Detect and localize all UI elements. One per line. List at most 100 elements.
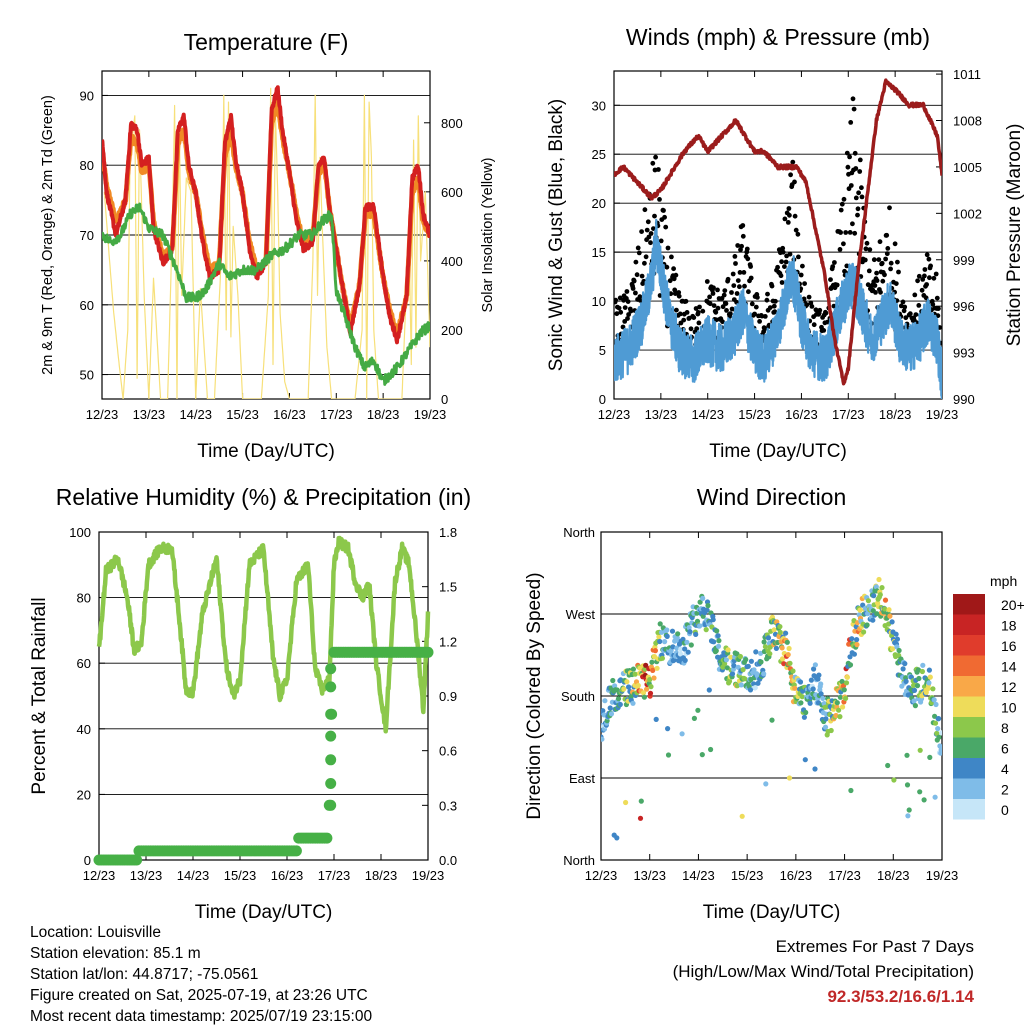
gust-point [665, 245, 671, 251]
colorbar-label: 14 [1001, 659, 1017, 675]
direction-point [742, 676, 748, 682]
gust-point [765, 291, 770, 297]
gust-point [871, 257, 877, 263]
gust-point [883, 256, 888, 262]
gust-point [884, 251, 890, 257]
gust-point [772, 309, 778, 315]
y-tick-label: North [563, 525, 595, 540]
direction-point [914, 683, 921, 689]
colorbar-label: 10 [1001, 700, 1017, 716]
direction-point [854, 642, 860, 648]
direction-point [679, 731, 685, 737]
gust-point [821, 328, 827, 333]
gust-point [646, 234, 652, 240]
y-tick-label: 0 [84, 853, 91, 868]
direction-point [657, 621, 663, 627]
x-tick-label: 12/23 [83, 868, 116, 883]
panel-4: Wind Direction 12/23 13/23 14/23 15/23 16/23 1… [524, 484, 1024, 923]
precip-point [290, 845, 302, 857]
direction-point [797, 679, 804, 685]
gust-point [671, 266, 676, 272]
x-tick-label: 15/23 [738, 407, 771, 422]
direction-point [886, 607, 892, 613]
direction-point [647, 677, 653, 683]
x-tick-label: 17/23 [320, 407, 353, 422]
y-tick-label: 70 [80, 228, 94, 243]
colorbar-label: 2 [1001, 782, 1009, 798]
gust-point [882, 272, 887, 278]
y-tick-label-right: 999 [953, 253, 975, 268]
gust-point [847, 154, 852, 160]
gust-point [844, 263, 850, 269]
gust-point [828, 277, 833, 282]
panel-2: Winds (mph) & Pressure (mb) 12/23 13/23 14/… [546, 24, 1024, 462]
gust-point [713, 309, 719, 315]
direction-point [926, 667, 933, 673]
gust-point [639, 273, 645, 279]
y-tick-label: 80 [80, 158, 94, 173]
direction-point [885, 762, 891, 769]
station-info: Location: Louisville Station elevation: … [30, 922, 372, 1027]
colorbar-label: 12 [1001, 679, 1017, 695]
direction-point [710, 617, 716, 623]
direction-point [877, 592, 883, 598]
gust-point [767, 305, 773, 310]
y-tick-label: 20 [592, 196, 606, 211]
direction-point [747, 687, 754, 693]
direction-point [648, 684, 654, 690]
gust-point [746, 289, 751, 295]
gust-point [847, 230, 853, 235]
direction-point [820, 695, 826, 702]
direction-point [658, 629, 665, 635]
gust-point [796, 254, 801, 260]
direction-point [713, 648, 719, 654]
direction-point [729, 671, 736, 677]
precip-point [325, 754, 337, 766]
y-tick-label-right: 0.9 [439, 689, 457, 704]
gust-point [707, 301, 713, 307]
direction-point [743, 657, 749, 663]
direction-point [684, 639, 690, 645]
gust-point [903, 315, 909, 321]
gust-point [648, 240, 653, 246]
gust-point [922, 273, 927, 279]
gust-point [853, 166, 859, 171]
gust-point [852, 230, 858, 236]
gust-point [622, 305, 628, 310]
gust-point [710, 291, 716, 296]
direction-point [626, 684, 632, 690]
y-tick-label: 60 [80, 298, 94, 313]
direction-point [904, 752, 910, 758]
direction-point [697, 623, 703, 629]
gust-point [645, 219, 651, 225]
gust-point [614, 297, 619, 303]
gust-point [838, 230, 843, 235]
gust-point [887, 205, 892, 211]
direction-point [728, 654, 734, 660]
direction-point [722, 661, 728, 667]
gust-point [700, 308, 706, 314]
precip-point [325, 730, 337, 742]
direction-point [644, 686, 650, 692]
direction-point [734, 683, 741, 689]
direction-point [861, 629, 867, 635]
precip-point [325, 708, 337, 720]
gust-point [782, 216, 788, 222]
x-tick-label: 15/23 [224, 868, 257, 883]
gust-point [809, 304, 815, 309]
x-tick-label: 16/23 [780, 868, 813, 883]
gust-point [867, 247, 873, 253]
y-tick-label-right: 1008 [953, 114, 982, 129]
gust-point [892, 241, 898, 247]
direction-point [652, 648, 659, 654]
series-temp-2m [102, 85, 430, 345]
direction-point [930, 686, 936, 692]
y-tick-label: 0 [599, 392, 606, 407]
y-tick-label: 50 [80, 368, 94, 383]
gust-point [650, 160, 656, 166]
direction-point [630, 700, 636, 706]
x-tick-label: 15/23 [226, 407, 259, 422]
gust-point [724, 308, 729, 313]
gust-point [688, 326, 694, 332]
